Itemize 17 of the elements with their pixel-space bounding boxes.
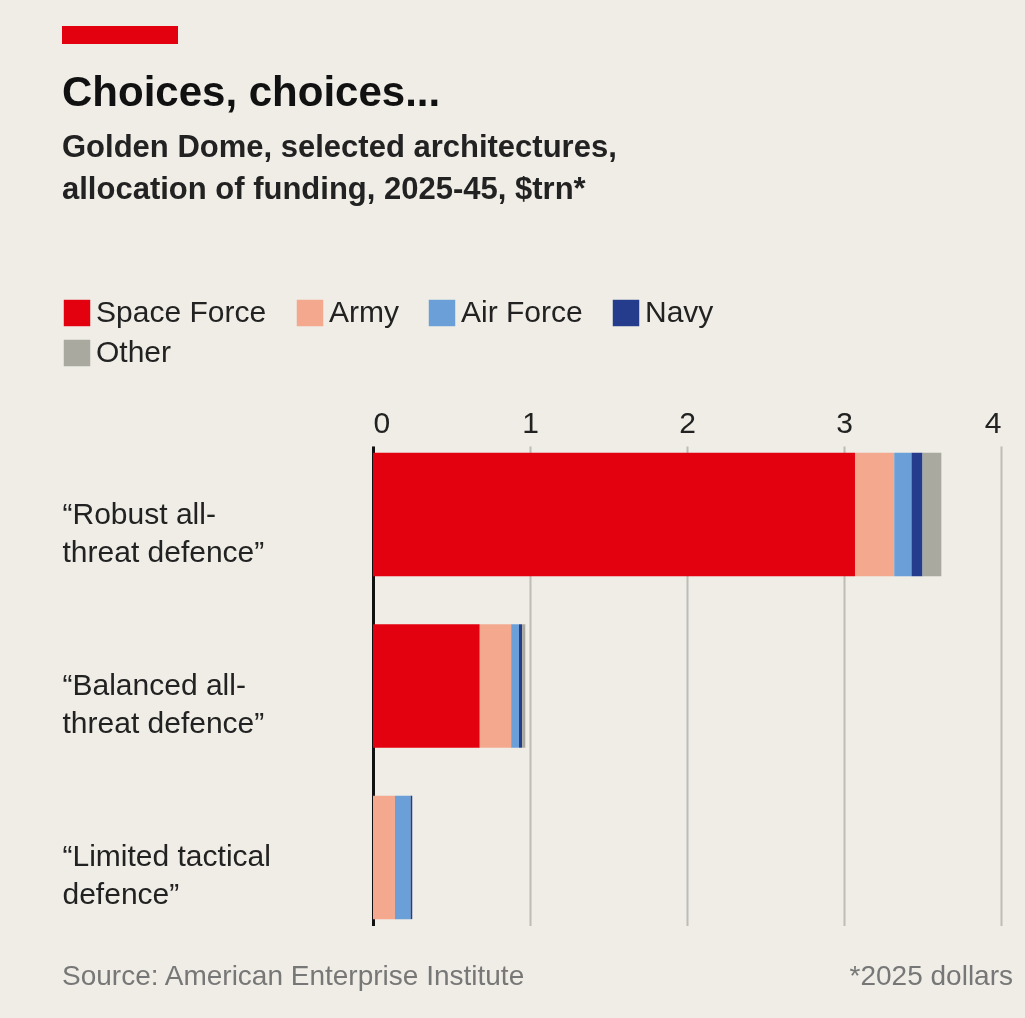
x-tick-label: 2 bbox=[679, 405, 696, 439]
x-tick-label: 1 bbox=[522, 405, 539, 439]
legend-label: Air Force bbox=[461, 295, 583, 328]
x-tick-label: 4 bbox=[984, 405, 1002, 439]
chart-title: Choices, choices... bbox=[62, 68, 441, 115]
legend-label: Space Force bbox=[96, 295, 267, 328]
y-tick-label: “Robust all-threat defence” bbox=[62, 496, 265, 568]
source-note: Source: American Enterprise Institute bbox=[62, 960, 525, 992]
x-tick-label: 3 bbox=[836, 405, 853, 439]
y-tick-label: “Balanced all-threat defence” bbox=[62, 668, 265, 739]
y-tick-label: “Limited tactical defence” bbox=[62, 839, 271, 911]
text: *2025 dollars bbox=[849, 960, 1013, 992]
legend-label: Navy bbox=[645, 295, 714, 328]
legend-label: Other bbox=[96, 335, 172, 368]
chart-subtitle: Golden Dome, selected architectures, allocation of funding, 2025-45, $trn* bbox=[62, 129, 617, 206]
legend-label: Army bbox=[329, 295, 399, 328]
x-tick-label: 0 bbox=[373, 405, 391, 439]
